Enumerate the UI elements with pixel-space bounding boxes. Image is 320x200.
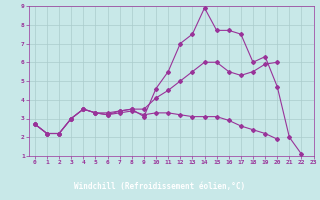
Text: Windchill (Refroidissement éolien,°C): Windchill (Refroidissement éolien,°C) (75, 182, 245, 192)
